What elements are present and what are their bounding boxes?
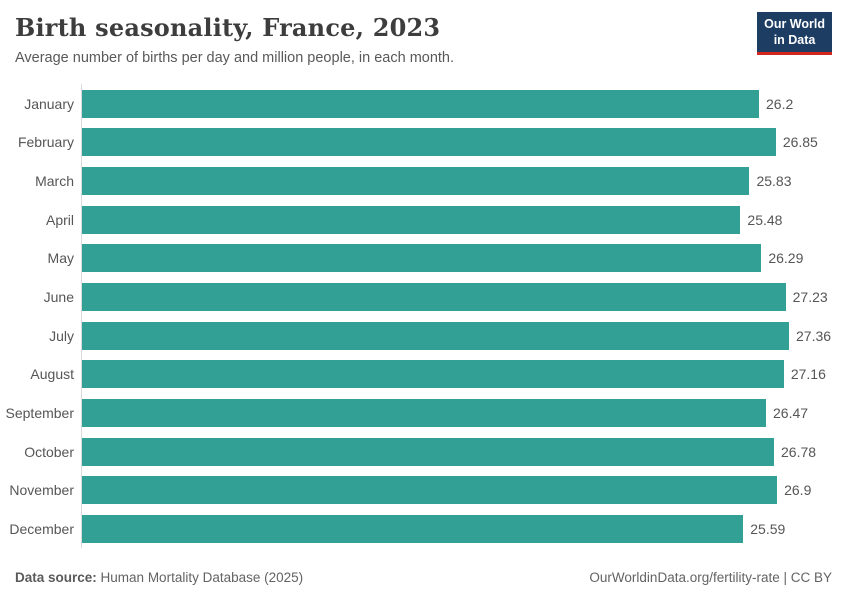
chart-row: June 27.23 <box>0 277 850 317</box>
chart-row: May 26.29 <box>0 238 850 278</box>
bar[interactable] <box>82 476 778 505</box>
owid-logo-line2: in Data <box>773 32 816 47</box>
bar[interactable] <box>82 437 774 466</box>
bar-track: 26.85 <box>81 122 850 162</box>
credit-link[interactable]: OurWorldinData.org/fertility-rate | CC B… <box>589 569 832 585</box>
value-label: 26.47 <box>773 404 809 421</box>
chart-row: January 26.2 <box>0 84 850 123</box>
data-source-label: Data source: <box>15 569 97 585</box>
chart-subtitle: Average number of births per day and mil… <box>15 49 455 66</box>
category-label: February <box>17 134 74 151</box>
bar-track: 27.16 <box>81 354 850 394</box>
value-label: 26.9 <box>784 482 812 499</box>
value-label: 27.36 <box>796 327 832 344</box>
category-label: April <box>45 211 74 228</box>
category-label: September <box>5 404 74 421</box>
chart-footer: Data source: Human Mortality Database (2… <box>15 570 832 586</box>
value-label: 26.29 <box>768 250 804 267</box>
bar-track: 27.36 <box>81 316 850 355</box>
value-label: 26.78 <box>781 443 817 460</box>
bar-track: 25.48 <box>81 200 850 239</box>
bar-track: 26.47 <box>81 393 850 433</box>
value-label: 27.23 <box>792 288 828 305</box>
chart-row: August 27.16 <box>0 354 850 394</box>
bar-chart: January 26.2 February 26.85 March 25.83 April 2… <box>0 84 850 549</box>
chart-row: December 25.59 <box>0 509 850 549</box>
bar[interactable] <box>82 282 786 311</box>
data-source-note: Data source: Human Mortality Database (2… <box>15 570 303 586</box>
bar[interactable] <box>82 89 760 118</box>
category-label: October <box>24 443 74 460</box>
category-label: March <box>35 172 74 189</box>
category-label: June <box>43 288 74 305</box>
value-label: 25.59 <box>750 520 786 537</box>
owid-logo-line1: Our World <box>764 17 825 31</box>
value-label: 27.16 <box>790 366 826 383</box>
chart-row: October 26.78 <box>0 432 850 471</box>
bar[interactable] <box>82 360 784 389</box>
chart-row: March 25.83 <box>0 161 850 201</box>
bar-track: 27.23 <box>81 277 850 317</box>
chart-row: November 26.9 <box>0 470 850 510</box>
value-label: 25.83 <box>756 172 792 189</box>
value-label: 26.2 <box>766 95 794 112</box>
value-label: 25.48 <box>747 211 783 228</box>
bar[interactable] <box>82 398 766 427</box>
bar-track: 25.59 <box>81 509 850 549</box>
category-label: July <box>49 327 74 344</box>
bar-track: 25.83 <box>81 161 850 201</box>
bar[interactable] <box>82 244 762 273</box>
bar[interactable] <box>82 205 741 234</box>
bar-track: 26.78 <box>81 432 850 471</box>
chart-title: Birth seasonality, France, 2023 <box>15 13 441 42</box>
bar[interactable] <box>82 166 750 195</box>
category-label: December <box>9 520 74 537</box>
category-label: November <box>9 482 74 499</box>
bar[interactable] <box>82 514 744 543</box>
owid-logo[interactable]: Our World in Data <box>757 12 832 56</box>
chart-row: September 26.47 <box>0 393 850 433</box>
category-label: May <box>47 250 74 267</box>
bar[interactable] <box>82 128 776 157</box>
chart-header: Birth seasonality, France, 2023 Average … <box>0 0 850 67</box>
category-label: January <box>24 95 74 112</box>
bar-track: 26.9 <box>81 470 850 510</box>
chart-row: February 26.85 <box>0 122 850 162</box>
category-label: August <box>30 366 74 383</box>
data-source-value: Human Mortality Database (2025) <box>100 569 304 585</box>
chart-row: April 25.48 <box>0 200 850 239</box>
bar-track: 26.2 <box>81 84 850 123</box>
chart-row: July 27.36 <box>0 316 850 355</box>
bar-track: 26.29 <box>81 238 850 278</box>
bar[interactable] <box>82 321 789 350</box>
value-label: 26.85 <box>782 134 818 151</box>
